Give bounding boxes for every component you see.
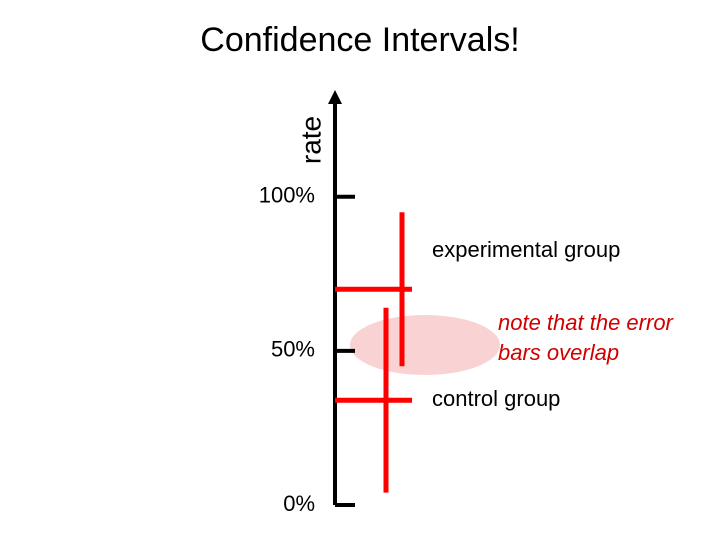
axis-arrow [328, 90, 342, 104]
y-axis-label: rate [295, 116, 326, 164]
annotation: bars overlap [498, 340, 619, 365]
y-tick-label: 0% [283, 491, 315, 516]
series-label: control group [432, 386, 560, 411]
annotation: note that the error [498, 310, 675, 335]
series-label: experimental group [432, 237, 620, 262]
overlap-highlight [350, 315, 500, 375]
y-tick-label: 50% [271, 337, 315, 362]
y-tick-label: 100% [259, 183, 315, 208]
chart-title: Confidence Intervals! [200, 21, 519, 59]
